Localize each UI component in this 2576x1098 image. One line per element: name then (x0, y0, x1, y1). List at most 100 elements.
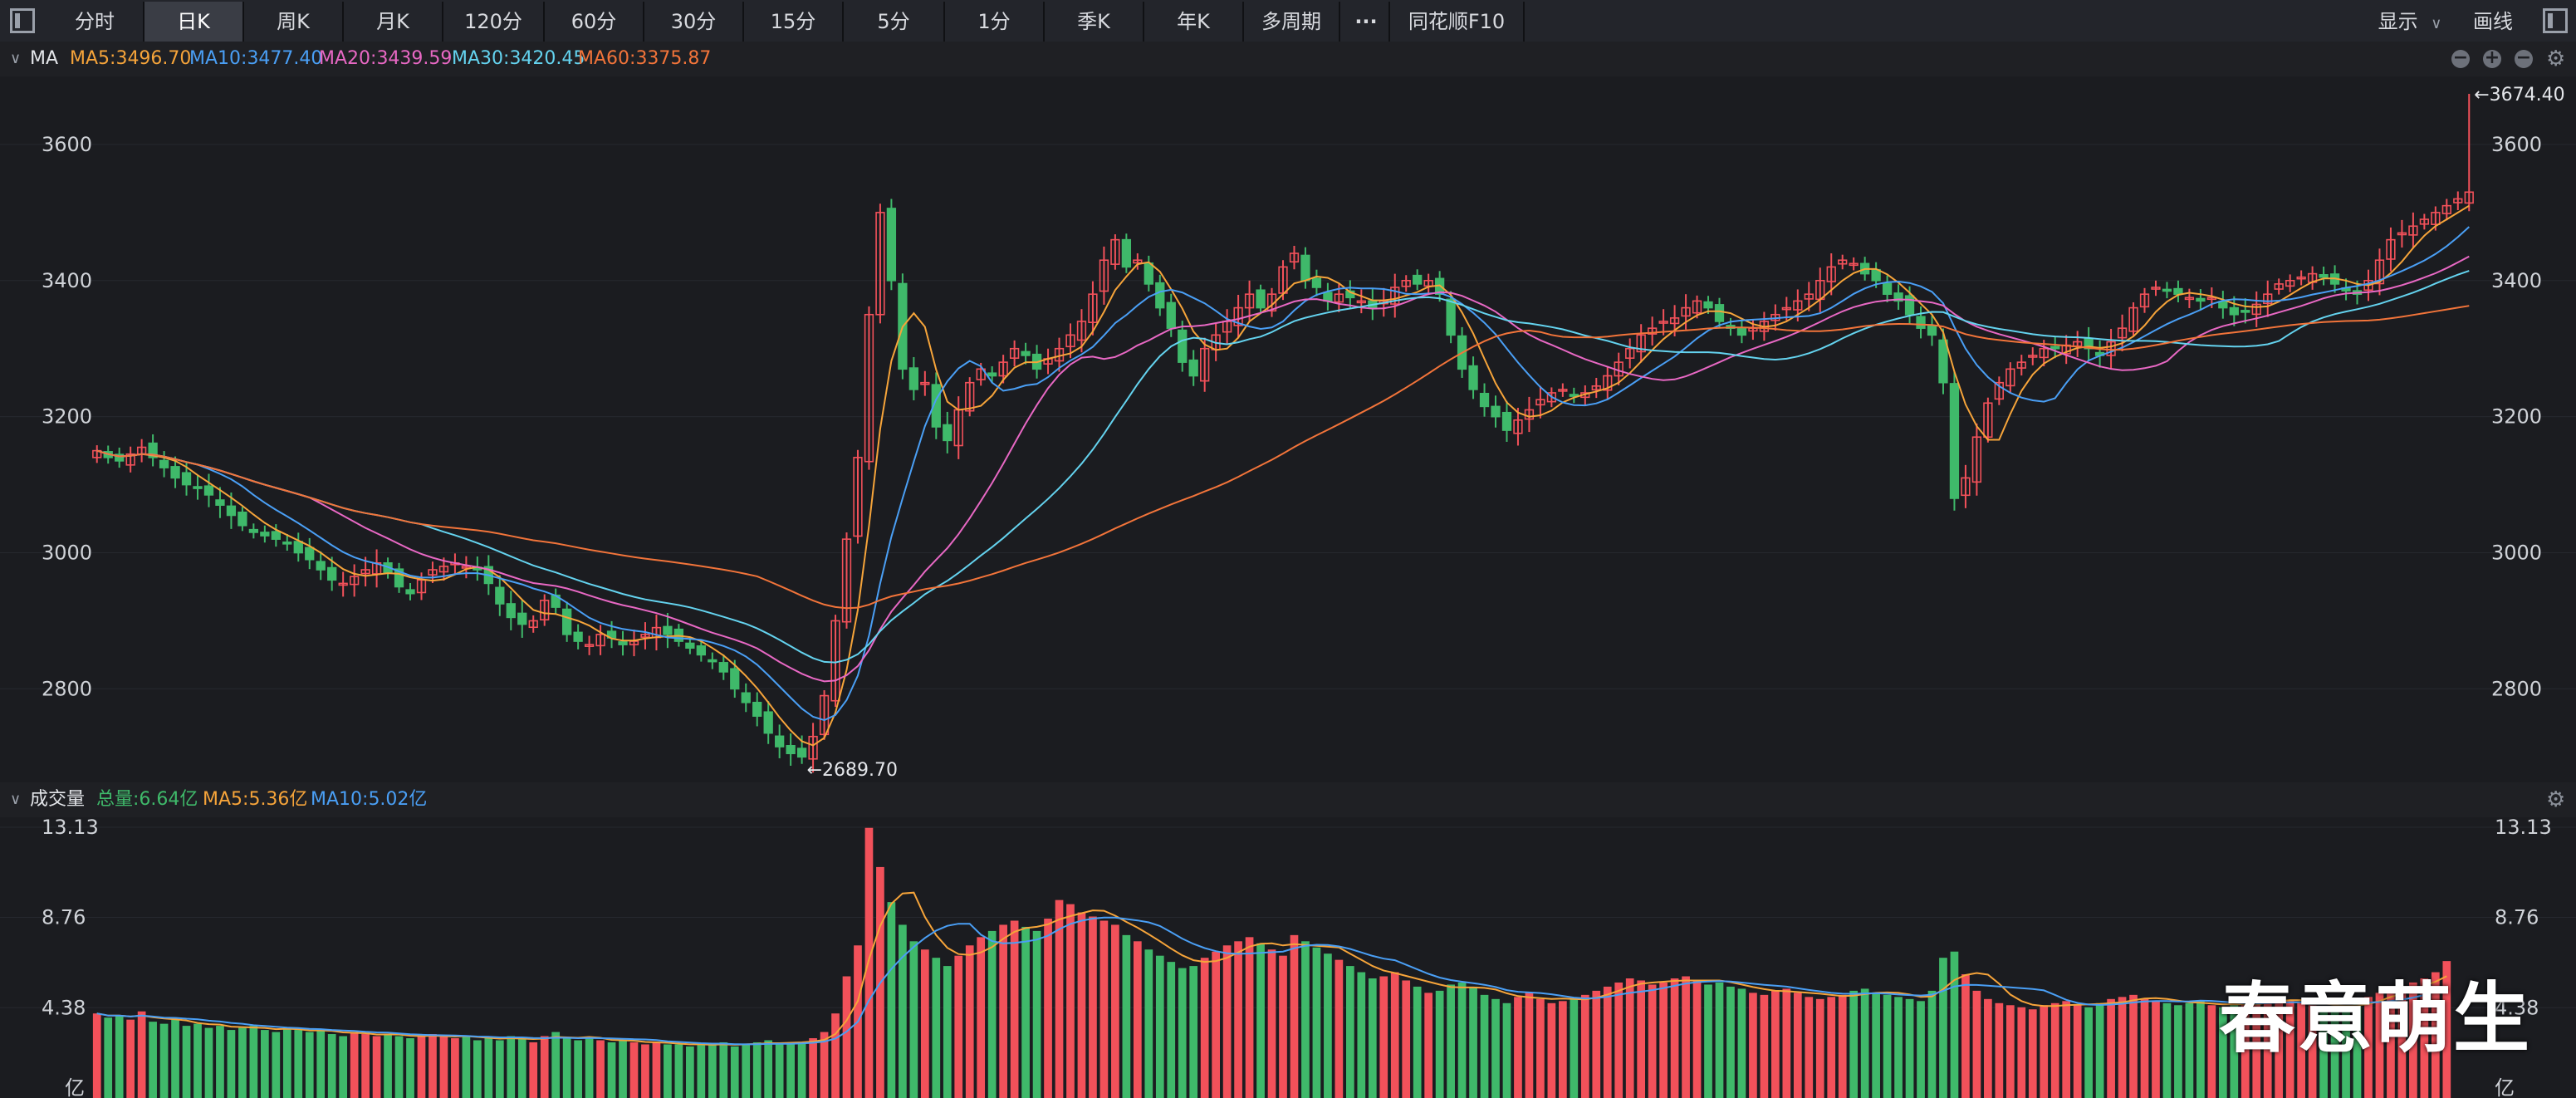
volume-bar (1637, 980, 1646, 1098)
plus-icon[interactable]: + (2483, 47, 2501, 68)
f10-button[interactable]: 同花顺F10 (1390, 2, 1525, 42)
candle (1625, 347, 1635, 359)
price-chart[interactable]: 3600 3600 3400 3400 3200 3200 3000 3000 2800 2800… (0, 76, 2576, 781)
volume-bar (909, 941, 918, 1098)
volume-y-tick-left: 13.13 (42, 817, 99, 839)
volume-bar (1099, 920, 1109, 1098)
candle (1647, 327, 1658, 335)
volume-bar (2185, 1002, 2194, 1098)
tab-11[interactable]: 年K (1144, 2, 1244, 42)
gear-icon[interactable]: ⚙ (2546, 787, 2566, 812)
volume-bar (1301, 941, 1310, 1098)
display-button[interactable]: 显示 ∨ (2360, 2, 2460, 42)
candle (2028, 355, 2038, 358)
volume-bar (641, 1044, 649, 1098)
candle (1244, 293, 1255, 309)
volume-bar (899, 924, 907, 1098)
candle (1401, 279, 1411, 287)
volume-bar (2330, 1009, 2339, 1098)
tab-4[interactable]: 120分 (443, 2, 545, 42)
tab-0[interactable]: 分时 (47, 2, 144, 42)
ma60-label: MA60:3375.87 (578, 48, 712, 69)
y-tick-label-right: 3200 (2491, 405, 2542, 429)
gear-icon[interactable]: ⚙ (2546, 47, 2566, 71)
candle (1636, 334, 1646, 353)
candle (170, 466, 180, 479)
candle (1334, 293, 1344, 303)
candle (584, 644, 595, 647)
y-tick-label-right: 3000 (2491, 542, 2542, 565)
volume-bar (339, 1036, 348, 1098)
volume-bar (2050, 1002, 2059, 1098)
candle (338, 582, 348, 586)
tab-10[interactable]: 季K (1045, 2, 1144, 42)
tab-6[interactable]: 30分 (644, 2, 744, 42)
candle (1703, 301, 1713, 309)
collapse-chevron-icon[interactable]: ∨ (10, 50, 22, 67)
candle (394, 568, 404, 588)
volume-bar (2319, 1007, 2328, 1098)
tab-1[interactable]: 日K (144, 2, 244, 42)
tab-2[interactable]: 周K (244, 2, 344, 42)
volume-bar (1950, 951, 1959, 1098)
volume-bar (104, 1017, 113, 1098)
volume-bar (1122, 934, 1131, 1098)
ma60-line (96, 305, 2470, 610)
candle (1927, 325, 1937, 336)
volume-bar (585, 1037, 594, 1098)
volume-bar (1447, 984, 1455, 1098)
draw-line-button[interactable]: 画线 (2473, 10, 2513, 33)
panel-toggle-icon[interactable] (2543, 8, 2568, 33)
candle (2173, 287, 2183, 295)
volume-chart[interactable]: 13.13 13.13 8.76 8.76 4.38 4.38 亿 亿 (0, 817, 2576, 1098)
tab-5[interactable]: 60分 (545, 2, 644, 42)
candle (976, 368, 986, 380)
volume-bar (562, 1037, 571, 1098)
volume-bar (2342, 1005, 2350, 1098)
tab-8[interactable]: 5分 (844, 2, 945, 42)
candle (1021, 350, 1031, 356)
candle (1826, 266, 1836, 282)
tab-9[interactable]: 1分 (945, 2, 1045, 42)
candle (2285, 279, 2295, 287)
collapse-chevron-icon[interactable]: ∨ (10, 791, 22, 808)
volume-bar (126, 1019, 135, 1098)
volume-bar (2084, 1007, 2093, 1098)
volume-bar (2017, 1007, 2026, 1098)
y-tick-label-left: 3600 (42, 133, 92, 156)
candle (2206, 297, 2217, 301)
volume-bar (372, 1036, 381, 1098)
candle (752, 701, 762, 717)
volume-bar (507, 1036, 516, 1098)
volume-bar (943, 966, 952, 1098)
candle (2196, 297, 2206, 302)
candle (1413, 274, 1423, 285)
tab-7[interactable]: 15分 (744, 2, 844, 42)
candle (573, 631, 583, 642)
candle (2296, 276, 2306, 280)
y-tick-label-right: 3600 (2491, 133, 2542, 156)
volume-bar (1726, 986, 1735, 1098)
volume-bar (294, 1030, 303, 1098)
candle (819, 694, 830, 736)
candle (1233, 306, 1243, 326)
candle (215, 499, 225, 506)
volume-bar (1603, 986, 1612, 1098)
candle (2431, 212, 2441, 226)
more-periods-button[interactable]: ··· (1344, 2, 1390, 42)
volume-y-tick-right: 8.76 (2495, 906, 2539, 929)
volume-bar (1648, 984, 1657, 1098)
close-icon[interactable]: − (2515, 47, 2533, 68)
candle (405, 589, 415, 595)
volume-bar (2308, 1005, 2317, 1098)
minus-icon[interactable]: − (2451, 47, 2470, 68)
candle (2162, 288, 2172, 292)
candle (2005, 368, 2015, 387)
volume-bar (316, 1030, 326, 1098)
candle (148, 442, 158, 458)
volume-bar (2252, 1001, 2261, 1098)
tab-3[interactable]: 月K (344, 2, 443, 42)
sidebar-toggle-icon[interactable] (10, 8, 35, 33)
y-tick-label-left: 3000 (42, 542, 92, 565)
tab-12[interactable]: 多周期 (1244, 2, 1340, 42)
